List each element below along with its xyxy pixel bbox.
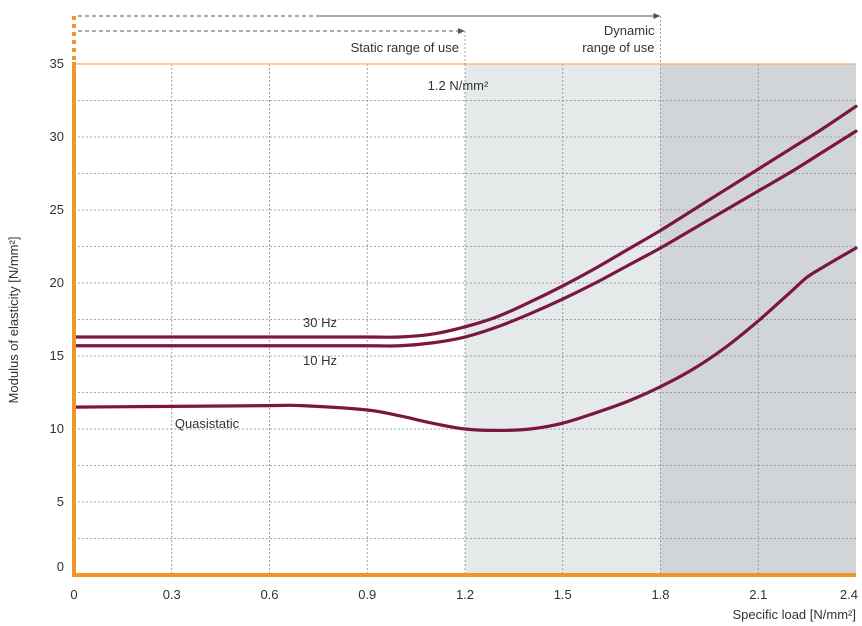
x-tick-label: 0.6 — [260, 587, 278, 602]
series-label-30hz: 30 Hz — [303, 315, 337, 330]
x-axis-label: Specific load [N/mm²] — [732, 607, 856, 622]
x-tick-label: 0 — [70, 587, 77, 602]
y-tick-label: 10 — [50, 421, 64, 436]
y-tick-label: 20 — [50, 275, 64, 290]
series-layer — [72, 104, 858, 433]
y-tick-label: 25 — [50, 202, 64, 217]
y-tick-label: 35 — [50, 56, 64, 71]
series-line-quasistatic — [72, 246, 858, 433]
x-tick-label: 1.5 — [554, 587, 572, 602]
static-range-arrow — [78, 28, 465, 34]
x-ticks: 0 0.3 0.6 0.9 1.2 1.5 1.8 2.1 2.4 — [70, 587, 858, 602]
x-tick-label: 2.1 — [749, 587, 767, 602]
x-tick-label: 2.4 — [840, 587, 858, 602]
x-tick-label: 0.3 — [163, 587, 181, 602]
x-tick-label: 1.2 — [456, 587, 474, 602]
y-ticks: 0 5 10 15 20 25 30 35 — [50, 56, 64, 574]
y-tick-label: 15 — [50, 348, 64, 363]
dynamic-range-label-line2: range of use — [582, 40, 654, 55]
grid — [74, 16, 856, 575]
y-tick-label: 30 — [50, 129, 64, 144]
y-tick-label: 5 — [57, 494, 64, 509]
y-tick-label: 0 — [57, 559, 64, 574]
static-range-label: Static range of use — [351, 40, 459, 55]
threshold-label: 1.2 N/mm² — [428, 78, 489, 93]
series-line-30-hz — [72, 104, 858, 339]
dynamic-range-label-line1: Dynamic — [604, 23, 655, 38]
series-label-quasistatic: Quasistatic — [175, 416, 240, 431]
x-tick-label: 0.9 — [358, 587, 376, 602]
x-tick-label: 1.8 — [651, 587, 669, 602]
series-label-10hz: 10 Hz — [303, 353, 337, 368]
dynamic-range-arrow — [78, 13, 661, 19]
series-line-10-hz — [72, 129, 858, 348]
y-axis-label: Modulus of elasticity [N/mm²] — [6, 237, 21, 404]
